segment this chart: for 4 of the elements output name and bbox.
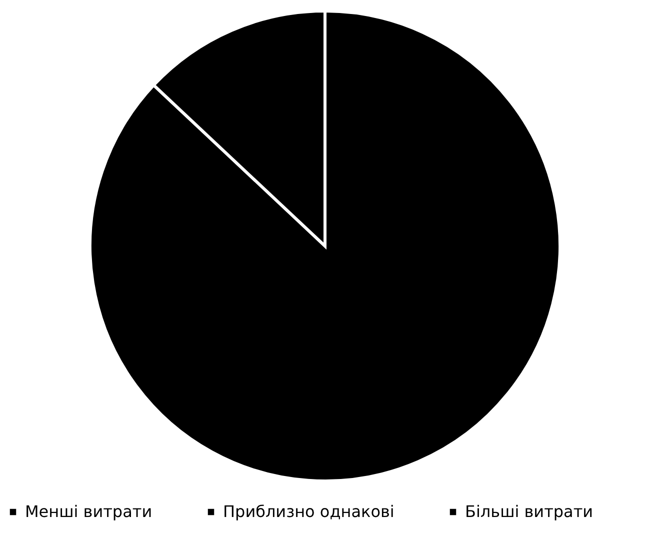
legend-label: Менші витрати	[25, 502, 152, 521]
legend-label: Більші витрати	[465, 502, 594, 521]
legend-label: Приблизно однакові	[223, 502, 394, 521]
pie-slice	[88, 10, 562, 482]
